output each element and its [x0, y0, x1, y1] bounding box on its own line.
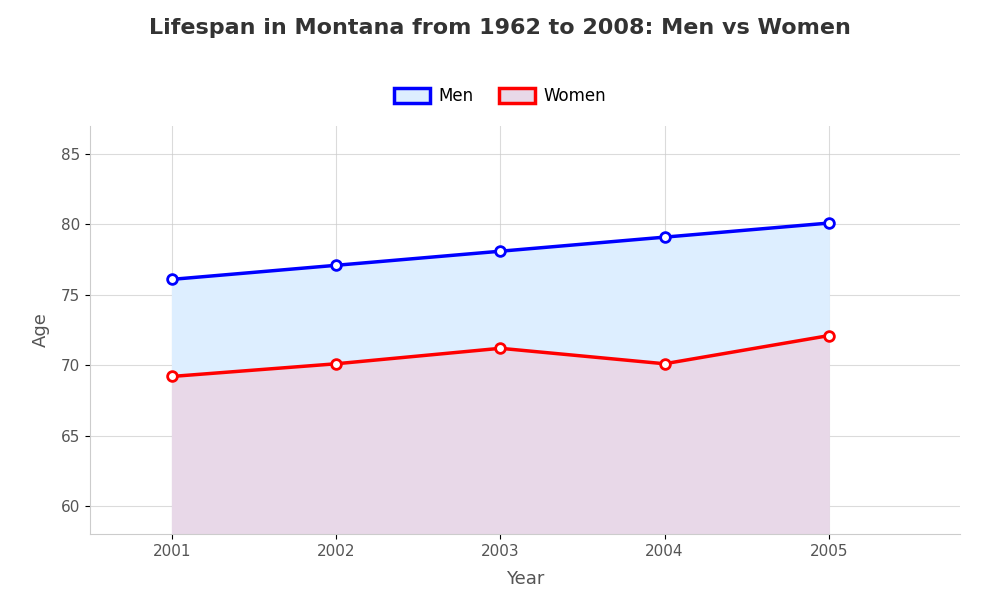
X-axis label: Year: Year [506, 570, 544, 588]
Legend: Men, Women: Men, Women [387, 80, 613, 112]
Text: Lifespan in Montana from 1962 to 2008: Men vs Women: Lifespan in Montana from 1962 to 2008: M… [149, 18, 851, 38]
Y-axis label: Age: Age [32, 313, 50, 347]
